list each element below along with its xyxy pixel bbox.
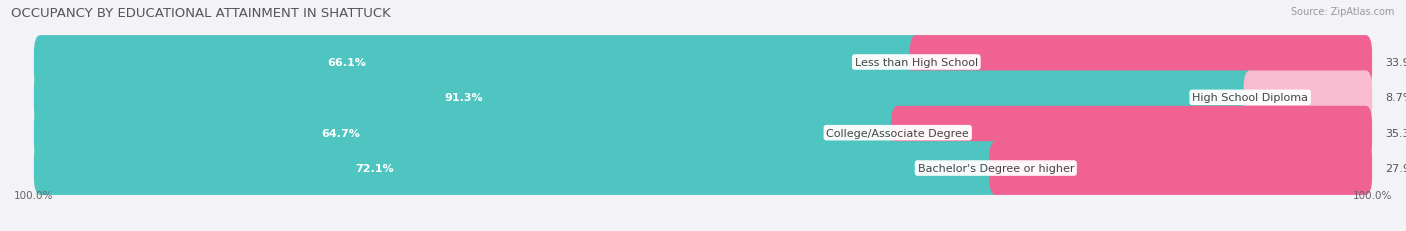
FancyBboxPatch shape (34, 106, 1372, 160)
Text: 27.9%: 27.9% (1385, 163, 1406, 173)
FancyBboxPatch shape (34, 71, 1257, 125)
FancyBboxPatch shape (34, 142, 1002, 195)
FancyBboxPatch shape (34, 106, 904, 160)
FancyBboxPatch shape (891, 106, 1372, 160)
FancyBboxPatch shape (990, 142, 1372, 195)
Text: OCCUPANCY BY EDUCATIONAL ATTAINMENT IN SHATTUCK: OCCUPANCY BY EDUCATIONAL ATTAINMENT IN S… (11, 7, 391, 20)
Text: 100.0%: 100.0% (1353, 190, 1392, 200)
Text: Less than High School: Less than High School (855, 58, 977, 68)
Text: 64.7%: 64.7% (321, 128, 360, 138)
Text: 91.3%: 91.3% (444, 93, 484, 103)
Text: 100.0%: 100.0% (14, 190, 53, 200)
Text: 66.1%: 66.1% (328, 58, 367, 68)
Text: 35.3%: 35.3% (1385, 128, 1406, 138)
Text: Source: ZipAtlas.com: Source: ZipAtlas.com (1291, 7, 1395, 17)
Text: College/Associate Degree: College/Associate Degree (827, 128, 969, 138)
Text: 8.7%: 8.7% (1385, 93, 1406, 103)
FancyBboxPatch shape (910, 36, 1372, 89)
FancyBboxPatch shape (34, 71, 1372, 125)
Text: 72.1%: 72.1% (356, 163, 394, 173)
Text: High School Diploma: High School Diploma (1192, 93, 1308, 103)
FancyBboxPatch shape (34, 142, 1372, 195)
Text: Bachelor's Degree or higher: Bachelor's Degree or higher (918, 163, 1074, 173)
FancyBboxPatch shape (34, 36, 922, 89)
Text: 33.9%: 33.9% (1385, 58, 1406, 68)
FancyBboxPatch shape (1243, 71, 1372, 125)
FancyBboxPatch shape (34, 36, 1372, 89)
